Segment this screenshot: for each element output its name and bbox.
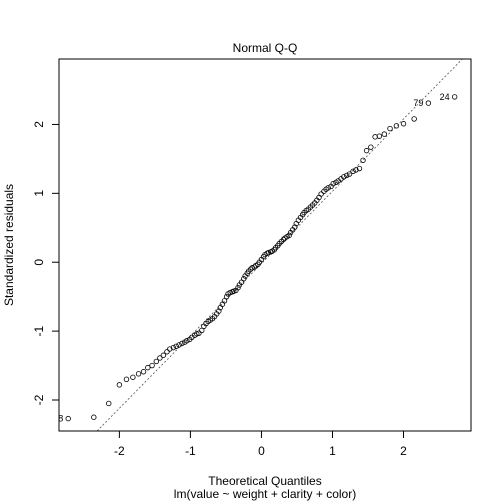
data-point [387, 125, 393, 132]
data-point [411, 116, 417, 122]
data-point [240, 276, 247, 282]
y-tick-label: 2 [32, 121, 46, 128]
data-point [157, 355, 163, 361]
data-point [318, 191, 324, 197]
data-point [196, 330, 202, 336]
x-tick-label: -1 [185, 444, 196, 458]
point-label: 79 [413, 98, 423, 108]
data-point [223, 293, 230, 300]
data-point [173, 343, 179, 349]
x-tick-label: -2 [114, 444, 125, 458]
data-point [451, 94, 458, 100]
plot-frame [58, 58, 472, 432]
x-tick-label: 0 [258, 444, 265, 458]
chart-subtitle: lm(value ~ weight + clarity + color) [174, 487, 356, 501]
data-point [130, 374, 136, 380]
data-point [350, 168, 356, 174]
data-point [346, 171, 353, 177]
data-point [341, 174, 347, 180]
point-labels-layer: 8 79 24 [58, 92, 449, 424]
data-point [179, 340, 185, 347]
data-point [286, 232, 292, 239]
data-point [170, 344, 177, 351]
point-label: 24 [440, 92, 450, 102]
x-tick-label: 2 [400, 444, 407, 458]
data-point [123, 376, 130, 383]
data-point [184, 338, 190, 344]
data-point [363, 147, 370, 154]
data-point [167, 346, 173, 352]
data-point [292, 224, 298, 230]
x-axis-label: Theoretical Quantiles [208, 474, 321, 488]
y-tick-label: -2 [32, 394, 46, 405]
data-point [381, 131, 388, 137]
data-point [400, 121, 407, 127]
data-point [135, 371, 142, 377]
data-point [164, 349, 170, 355]
data-point [393, 123, 400, 129]
data-point [149, 362, 155, 369]
y-axis-label: Standardized residuals [2, 184, 16, 306]
data-point [216, 308, 222, 314]
data-point [116, 382, 123, 388]
y-tick-label: 0 [32, 259, 46, 266]
data-point [65, 415, 71, 422]
data-point [251, 264, 258, 270]
y-tick-label: -1 [32, 325, 46, 336]
data-point [153, 358, 160, 365]
data-point [353, 167, 359, 173]
data-point [91, 414, 97, 420]
data-point [280, 236, 287, 243]
data-point [425, 100, 432, 106]
chart-title: Normal Q-Q [233, 41, 298, 55]
data-point [368, 144, 374, 150]
data-point [356, 165, 363, 172]
data-point [325, 185, 331, 191]
data-point [360, 157, 366, 163]
data-point [330, 180, 336, 187]
x-tick-label: 1 [329, 444, 336, 458]
data-point [343, 172, 350, 179]
points-layer [65, 94, 458, 422]
data-point [372, 134, 378, 140]
data-point [106, 400, 112, 407]
data-point [235, 285, 241, 291]
point-label: 8 [58, 414, 63, 424]
data-point [176, 342, 182, 348]
data-point [221, 298, 228, 304]
data-point [199, 327, 205, 334]
data-point [160, 352, 167, 358]
axes: -2 -1 0 1 2 -2 -1 0 1 2 [32, 121, 407, 458]
data-point [376, 133, 383, 139]
data-point [145, 364, 151, 371]
data-point [140, 369, 147, 375]
y-tick-label: 1 [32, 190, 46, 197]
